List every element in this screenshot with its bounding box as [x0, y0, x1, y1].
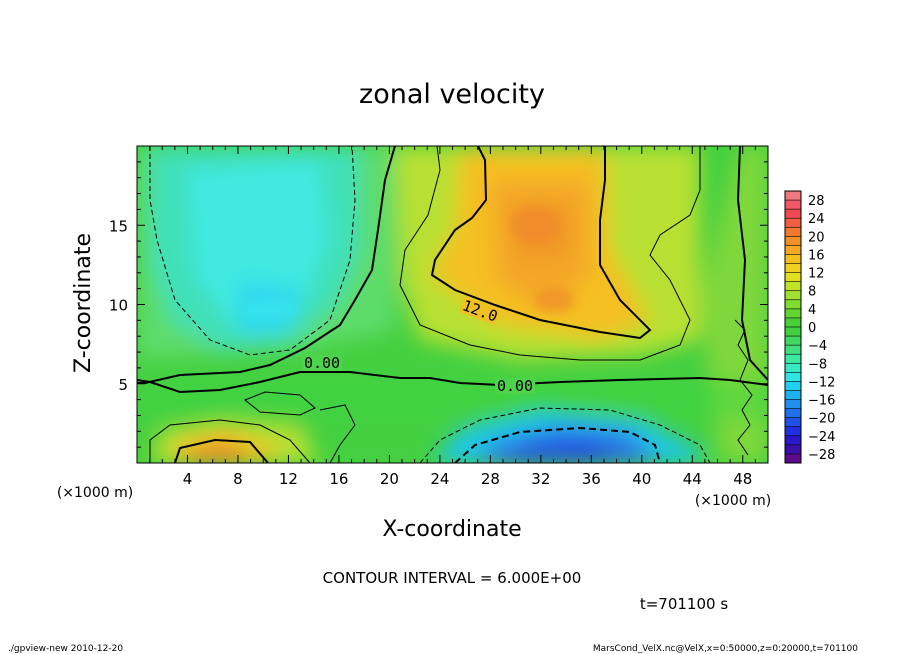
- chart-title: zonal velocity: [359, 79, 545, 110]
- plot-area: 12.0 0.00 0.00: [137, 146, 768, 463]
- colorbar: 28 24 20 16 12 8 4 0 −4 −8 −12 −16 −20 −24 −28: [784, 190, 835, 464]
- colorbar-tick-label: 24: [808, 212, 825, 227]
- colorbar-bin: [785, 372, 801, 382]
- colorbar-bin: [785, 363, 801, 373]
- colorbar-bin: [785, 308, 801, 318]
- colorbar-bin: [785, 336, 801, 346]
- contour-right-edge: [734, 319, 753, 456]
- footer-left: ./gpview-new 2010-12-20: [8, 644, 123, 654]
- x-tick-label: 40: [632, 470, 651, 488]
- contour-neg6-left: [149, 146, 356, 356]
- x-tick-label: 48: [733, 470, 752, 488]
- contour-0-upper-right: [736, 146, 768, 381]
- contour-12: [430, 146, 652, 340]
- colorbar-bin: [785, 272, 801, 282]
- x-axis: 4 8 12 16 20 24 28 32 36 40 44 48: [149, 146, 756, 488]
- colorbar-bin: [785, 417, 801, 427]
- colorbar-bin: [785, 399, 801, 409]
- colorbar-tick-label: −4: [808, 339, 827, 354]
- colorbar-tick-label: 16: [808, 248, 825, 263]
- colorbar-bin: [785, 354, 801, 364]
- contour-0-small: [319, 404, 356, 463]
- x-tick-label: 12: [279, 470, 298, 488]
- colorbar-bin: [785, 209, 801, 219]
- colorbar-bin: [785, 327, 801, 337]
- x-unit-label-right: (×1000 m): [695, 493, 771, 509]
- colorbar-bin: [785, 227, 801, 237]
- colorbar-bin: [785, 200, 801, 210]
- colorbar-tick-label: 0: [808, 321, 816, 336]
- field-shading: [137, 146, 768, 463]
- contour-label-0-upper: 0.00: [304, 354, 340, 372]
- contour-neg6-bottom: [419, 407, 711, 463]
- colorbar-bin: [785, 345, 801, 355]
- colorbar-bin: [785, 245, 801, 255]
- x-tick-label: 44: [683, 470, 702, 488]
- colorbar-tick-label: −8: [808, 357, 827, 372]
- colorbar-bin: [785, 263, 801, 273]
- y-tick-label: 5: [118, 376, 128, 394]
- x-tick-label: 24: [430, 470, 449, 488]
- x-tick-label: 4: [183, 470, 193, 488]
- colorbar-tick-label: −24: [808, 430, 835, 445]
- colorbar-tick-label: −16: [808, 394, 835, 409]
- colorbar-bin: [785, 317, 801, 327]
- y-tick-label: 10: [109, 297, 128, 315]
- colorbar-bin: [785, 408, 801, 418]
- colorbar-bin: [785, 299, 801, 309]
- contour-label-0-lower: 0.00: [497, 377, 533, 395]
- colorbar-bin: [785, 290, 801, 300]
- x-tick-label: 32: [531, 470, 550, 488]
- colorbar-tick-label: −20: [808, 412, 835, 427]
- colorbar-tick-label: 4: [808, 303, 816, 318]
- contour-6: [399, 146, 701, 361]
- contour-6-small: [244, 391, 316, 416]
- colorbar-bin: [785, 435, 801, 445]
- y-tick-label: 15: [109, 217, 128, 235]
- colorbar-bin: [785, 191, 801, 201]
- colorbar-tick-label: −12: [808, 375, 835, 390]
- x-tick-label: 28: [481, 470, 500, 488]
- field-detail: [242, 207, 575, 320]
- colorbar-bin: [785, 281, 801, 291]
- colorbar-bin: [785, 236, 801, 246]
- x-unit-label-left: (×1000 m): [57, 485, 133, 501]
- time-label: t=701100 s: [640, 595, 728, 613]
- colorbar-bin: [785, 444, 801, 454]
- colorbar-tick-label: 8: [808, 285, 816, 300]
- colorbar-tick-label: −28: [808, 448, 835, 463]
- colorbar-bin: [785, 426, 801, 436]
- colorbar-bin: [785, 390, 801, 400]
- contour-12-lower-left: [174, 438, 269, 463]
- colorbar-tick-label: 20: [808, 230, 825, 245]
- contour-interval-text: CONTOUR INTERVAL = 6.000E+00: [323, 569, 582, 587]
- contour-0-lower: [137, 371, 768, 394]
- colorbar-tick-label: 28: [808, 194, 825, 209]
- x-axis-title: X-coordinate: [382, 517, 521, 542]
- x-tick-label: 8: [233, 470, 243, 488]
- colorbar-bin: [785, 381, 801, 391]
- y-axis-title: Z-coordinate: [71, 233, 96, 373]
- contour-neg12-bottom: [454, 426, 661, 463]
- contour-0-upper: [137, 146, 396, 384]
- x-tick-label: 36: [582, 470, 601, 488]
- colorbar-tick-label: 12: [808, 267, 825, 282]
- footer-right: MarsCond_VelX.nc@VelX,x=0:50000,z=0:2000…: [593, 644, 858, 654]
- colorbar-bin: [785, 254, 801, 264]
- colorbar-bin: [785, 453, 801, 463]
- contour-6-lower-left: [149, 419, 311, 463]
- x-tick-label: 20: [380, 470, 399, 488]
- x-tick-label: 16: [329, 470, 348, 488]
- contour-lines: [137, 146, 768, 463]
- colorbar-bin: [785, 218, 801, 228]
- y-axis: 5 10 15: [109, 161, 768, 448]
